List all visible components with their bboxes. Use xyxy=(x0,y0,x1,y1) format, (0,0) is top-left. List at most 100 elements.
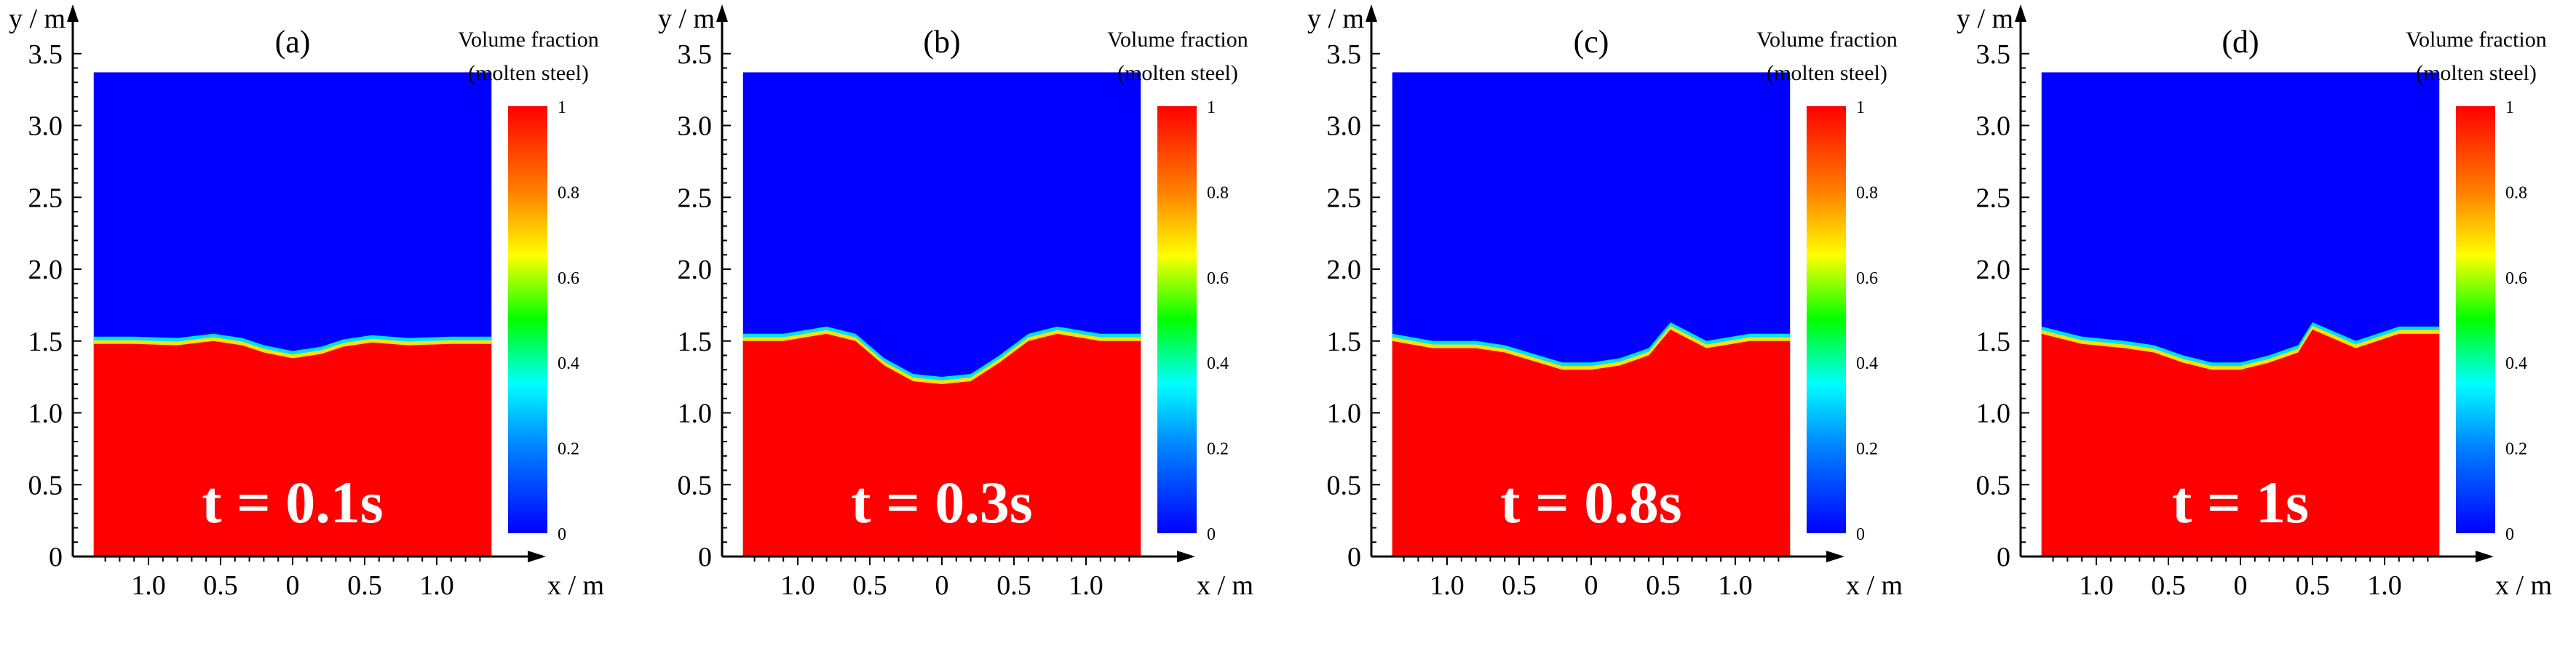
colorbar xyxy=(1157,106,1197,533)
y-tick-label: 3.5 xyxy=(1976,39,2011,70)
colorbar-tick-label: 0.6 xyxy=(1207,269,1229,288)
colorbar-tick-label: 0.2 xyxy=(1207,440,1229,459)
colorbar-tick-label: 0.2 xyxy=(558,440,579,459)
x-tick-label: 0.5 xyxy=(852,570,887,601)
colorbar-max-label: 1 xyxy=(2505,98,2514,117)
y-tick-label: 2.0 xyxy=(678,255,713,285)
y-axis-arrow xyxy=(716,4,728,22)
y-axis-label: y / m xyxy=(9,4,66,34)
molten-steel-region xyxy=(1392,329,1791,557)
colorbar-tick-label: 0 xyxy=(558,525,566,544)
y-tick-label: 0 xyxy=(1997,542,2010,573)
colorbar-tick-label: 0.4 xyxy=(2505,354,2527,373)
colorbar-tick-label: 0.2 xyxy=(2505,440,2527,459)
y-tick-label: 3.5 xyxy=(678,39,713,70)
y-tick-label: 3.5 xyxy=(28,39,63,70)
x-tick-label: 0.5 xyxy=(2151,570,2186,601)
y-tick-label: 2.0 xyxy=(28,255,63,285)
x-axis-arrow xyxy=(528,551,546,562)
x-tick-label: 1.0 xyxy=(131,570,166,601)
y-tick-label: 0 xyxy=(698,542,712,573)
x-axis-arrow xyxy=(1177,551,1195,562)
panel-title: (c) xyxy=(1574,24,1609,60)
panels-root: 0 0.5 1.0 1.5 2.0 2.5 3.0 3.5 1.0 0.5 0 0.5 1.0 y / m… xyxy=(9,4,2552,601)
y-tick-label: 1.5 xyxy=(678,327,713,357)
x-axis-label: x / m xyxy=(1197,570,1253,601)
x-tick-label: 1.0 xyxy=(2367,570,2402,601)
time-label: t = 0.8s xyxy=(1500,469,1681,535)
colorbar-tick-label: 0.6 xyxy=(1856,269,1878,288)
x-tick-label: 1.0 xyxy=(780,570,815,601)
x-axis-label: x / m xyxy=(547,570,604,601)
y-tick-label: 3.0 xyxy=(678,111,713,142)
x-tick-label: 0.5 xyxy=(1502,570,1537,601)
colorbar xyxy=(1807,106,1846,533)
y-tick-label: 2.5 xyxy=(678,183,713,213)
panel-b: 0 0.5 1.0 1.5 2.0 2.5 3.0 3.5 1.0 0.5 0 0.5 1.0 y / m… xyxy=(658,4,1253,601)
colorbar-tick-label: 0.6 xyxy=(2505,269,2527,288)
colorbar-title-line2: (molten steel) xyxy=(2416,61,2537,85)
y-tick-label: 2.0 xyxy=(1327,255,1362,285)
panel-c: 0 0.5 1.0 1.5 2.0 2.5 3.0 3.5 1.0 0.5 0 0.5 1.0 y / m… xyxy=(1307,4,1903,601)
x-axis-arrow xyxy=(1826,551,1844,562)
time-label: t = 0.1s xyxy=(202,469,383,535)
colorbar xyxy=(508,106,547,533)
colorbar-tick-label: 0.4 xyxy=(1207,354,1229,373)
colorbar-title-line1: Volume fraction xyxy=(1107,28,1248,52)
y-tick-label: 1.0 xyxy=(1327,399,1362,429)
colorbar xyxy=(2456,106,2495,533)
colorbar-title-line2: (molten steel) xyxy=(1117,61,1238,85)
colorbar-tick-label: 0.4 xyxy=(1856,354,1878,373)
x-tick-label: 0 xyxy=(2234,570,2248,601)
colorbar-title-line1: Volume fraction xyxy=(458,28,599,52)
colorbar-tick-label: 0 xyxy=(1856,525,1865,544)
y-tick-label: 1.0 xyxy=(678,399,713,429)
x-tick-label: 0 xyxy=(286,570,300,601)
x-tick-label: 1.0 xyxy=(419,570,454,601)
y-tick-label: 0.5 xyxy=(1327,470,1362,501)
colorbar-tick-label: 0.8 xyxy=(558,183,579,202)
x-tick-label: 0.5 xyxy=(996,570,1031,601)
y-axis-arrow xyxy=(1366,4,1377,22)
colorbar-tick-label: 0 xyxy=(1207,525,1216,544)
x-axis-label: x / m xyxy=(2495,570,2552,601)
x-tick-label: 0.5 xyxy=(1646,570,1681,601)
colorbar-tick-label: 0 xyxy=(2505,525,2514,544)
y-tick-label: 3.0 xyxy=(1976,111,2011,142)
colorbar-title-line1: Volume fraction xyxy=(1756,28,1898,52)
x-tick-label: 0.5 xyxy=(347,570,382,601)
panel-title: (a) xyxy=(275,24,311,60)
colorbar-max-label: 1 xyxy=(1207,98,1216,117)
panel-d: 0 0.5 1.0 1.5 2.0 2.5 3.0 3.5 1.0 0.5 0 0.5 1.0 y / m… xyxy=(1957,4,2552,601)
molten-steel-region xyxy=(2041,329,2440,557)
y-tick-label: 0 xyxy=(1347,542,1361,573)
x-tick-label: 1.0 xyxy=(1430,570,1465,601)
y-tick-label: 3.0 xyxy=(1327,111,1362,142)
y-tick-label: 2.5 xyxy=(1976,183,2011,213)
y-tick-label: 0.5 xyxy=(28,470,63,501)
x-tick-label: 1.0 xyxy=(2079,570,2114,601)
x-tick-label: 1.0 xyxy=(1069,570,1103,601)
panel-a: 0 0.5 1.0 1.5 2.0 2.5 3.0 3.5 1.0 0.5 0 0.5 1.0 y / m… xyxy=(9,4,604,601)
colorbar-max-label: 1 xyxy=(558,98,566,117)
y-tick-label: 1.5 xyxy=(1327,327,1362,357)
y-axis-label: y / m xyxy=(658,4,715,34)
y-axis-arrow xyxy=(2015,4,2026,22)
colorbar-tick-label: 0.8 xyxy=(2505,183,2527,202)
x-tick-label: 0.5 xyxy=(2295,570,2330,601)
y-tick-label: 1.0 xyxy=(28,399,63,429)
y-tick-label: 0.5 xyxy=(1976,470,2011,501)
y-axis-arrow xyxy=(67,4,79,22)
y-tick-label: 1.5 xyxy=(1976,327,2011,357)
x-tick-label: 0 xyxy=(1585,570,1598,601)
y-tick-label: 2.5 xyxy=(1327,183,1362,213)
x-axis-arrow xyxy=(2476,551,2494,562)
x-axis-label: x / m xyxy=(1846,570,1903,601)
x-tick-label: 1.0 xyxy=(1718,570,1753,601)
y-tick-label: 1.5 xyxy=(28,327,63,357)
colorbar-title-line2: (molten steel) xyxy=(1767,61,1887,85)
colorbar-tick-label: 0.8 xyxy=(1856,183,1878,202)
y-axis-label: y / m xyxy=(1957,4,2013,34)
colorbar-title-line1: Volume fraction xyxy=(2406,28,2547,52)
